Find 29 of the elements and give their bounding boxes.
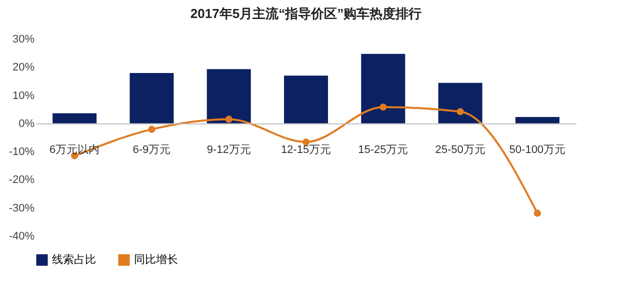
x-tick-label: 50-100万元 bbox=[509, 144, 566, 156]
y-tick-label: 20% bbox=[12, 62, 35, 74]
y-tick-label: -20% bbox=[8, 174, 35, 186]
bar bbox=[284, 76, 328, 124]
x-tick-label: 9-12万元 bbox=[206, 144, 251, 156]
bar bbox=[361, 54, 406, 124]
y-tick-label: -10% bbox=[8, 146, 35, 158]
x-tick-label: 15-25万元 bbox=[358, 144, 408, 156]
y-tick-label: 10% bbox=[12, 90, 35, 102]
bar bbox=[52, 113, 97, 124]
x-tick-label: 12-15万元 bbox=[280, 144, 332, 156]
point bbox=[456, 108, 464, 116]
point bbox=[148, 126, 156, 133]
bar bbox=[438, 82, 482, 124]
legend-label: 同比增长 bbox=[134, 253, 178, 266]
y-tick-label: -40% bbox=[8, 230, 35, 242]
bar bbox=[130, 73, 174, 124]
y-tick-label: 30% bbox=[12, 34, 35, 46]
x-tick-label: 6-9万元 bbox=[132, 144, 171, 156]
bar bbox=[515, 116, 560, 124]
y-tick-label: -30% bbox=[8, 202, 35, 214]
point bbox=[534, 210, 541, 217]
chart-title: 2017年5月主流“指导价区”购车热度排行 bbox=[190, 6, 422, 21]
legend-label: 线索占比 bbox=[52, 253, 96, 266]
point bbox=[380, 104, 387, 111]
x-tick-label: 25-50万元 bbox=[435, 144, 486, 156]
bar bbox=[206, 69, 251, 124]
point bbox=[225, 116, 232, 123]
y-tick-label: 0% bbox=[18, 118, 35, 130]
